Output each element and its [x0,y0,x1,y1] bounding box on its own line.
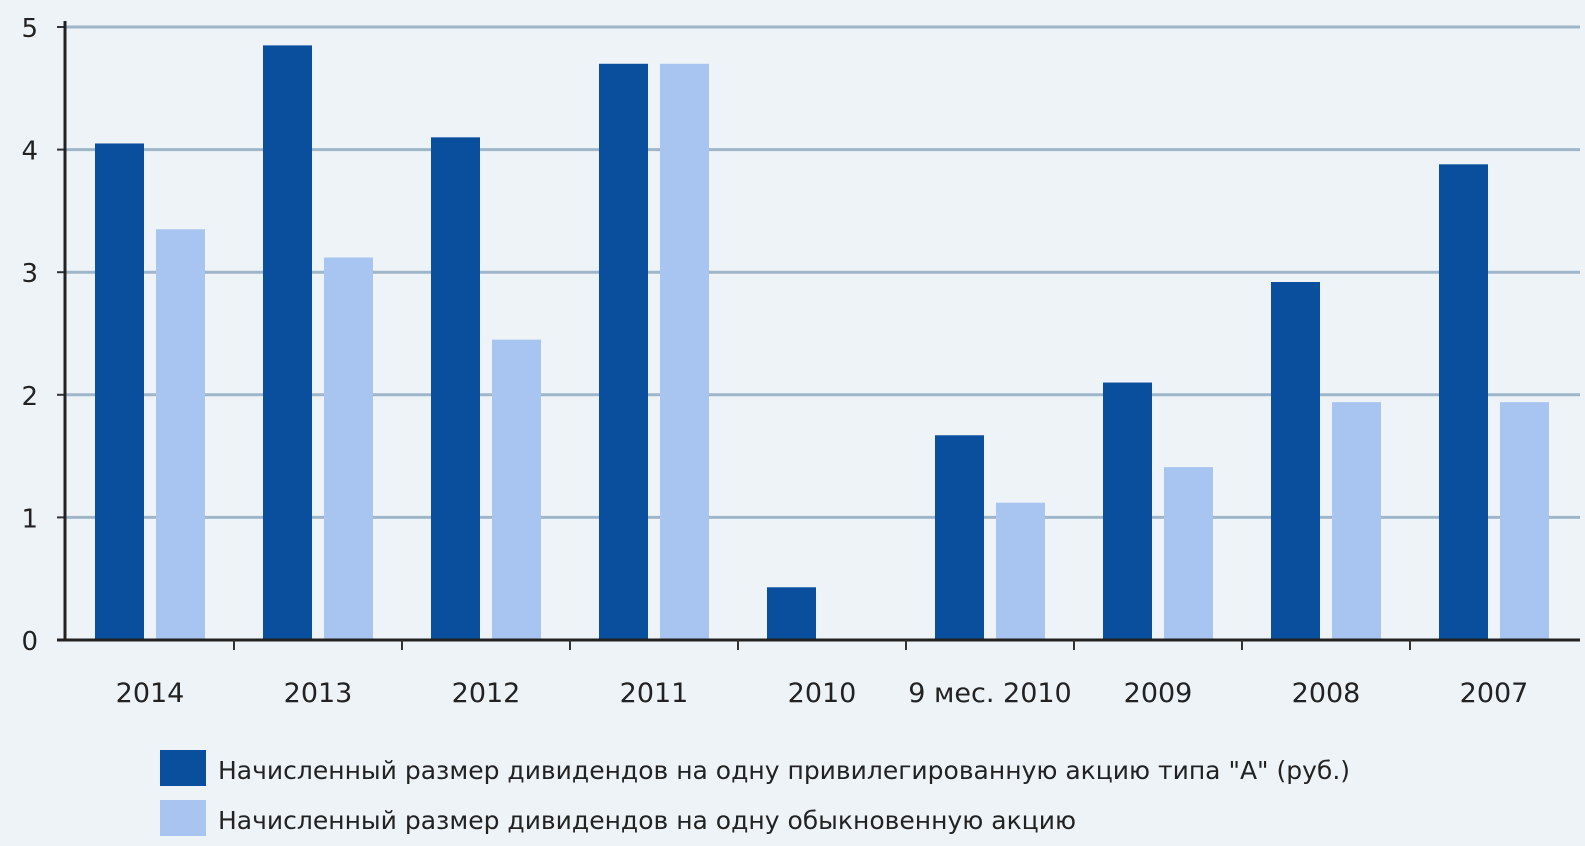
bar-series-2-7 [1332,402,1381,640]
bar-series-1-0 [95,143,144,640]
legend-label-series-2: Начисленный размер дивидендов на одну об… [218,806,1076,835]
legend-swatch-series-1 [160,750,206,786]
y-tick-label-2: 2 [21,382,38,412]
x-tick-label-0: 2014 [116,678,185,709]
bars-layer [95,45,1549,641]
x-tick-label-2: 2012 [452,678,521,709]
y-tick-label-4: 4 [21,137,38,167]
bar-series-1-1 [263,45,312,640]
x-tick-label-5: 9 мес. 2010 [908,678,1071,709]
legend: Начисленный размер дивидендов на одну пр… [160,750,1350,836]
bar-series-1-4 [767,587,816,640]
bar-series-1-2 [431,137,480,640]
legend-swatch-series-2 [160,800,206,836]
bar-series-1-7 [1271,282,1320,640]
x-tick-label-4: 2010 [788,678,857,709]
x-tick-label-1: 2013 [284,678,353,709]
bar-series-2-3 [660,63,709,640]
y-tick-label-0: 0 [21,627,38,657]
bar-series-2-0 [156,229,205,641]
y-tick-label-3: 3 [21,259,38,289]
x-tick-label-6: 2009 [1124,678,1193,709]
x-tick-label-8: 2007 [1460,678,1529,709]
bar-series-2-5 [996,502,1045,640]
bar-series-1-3 [599,63,648,640]
x-tick-label-7: 2008 [1292,678,1361,709]
x-tick-label-3: 2011 [620,678,689,709]
bar-series-2-2 [492,339,541,640]
bar-series-1-6 [1103,382,1152,640]
axis-layer: 0 1 2 3 4 5 2014 2013 2012 2011 2010 9 мес. 2010 200… [21,14,1580,709]
y-tick-label-1: 1 [21,504,38,534]
bar-series-1-5 [935,435,984,640]
legend-label-series-1: Начисленный размер дивидендов на одну пр… [218,756,1350,785]
grid-layer [65,25,1580,519]
bar-series-2-6 [1164,467,1213,640]
bar-series-2-1 [324,257,373,640]
bar-series-1-8 [1439,164,1488,640]
y-tick-label-5: 5 [21,14,38,44]
bar-series-2-8 [1500,402,1549,640]
